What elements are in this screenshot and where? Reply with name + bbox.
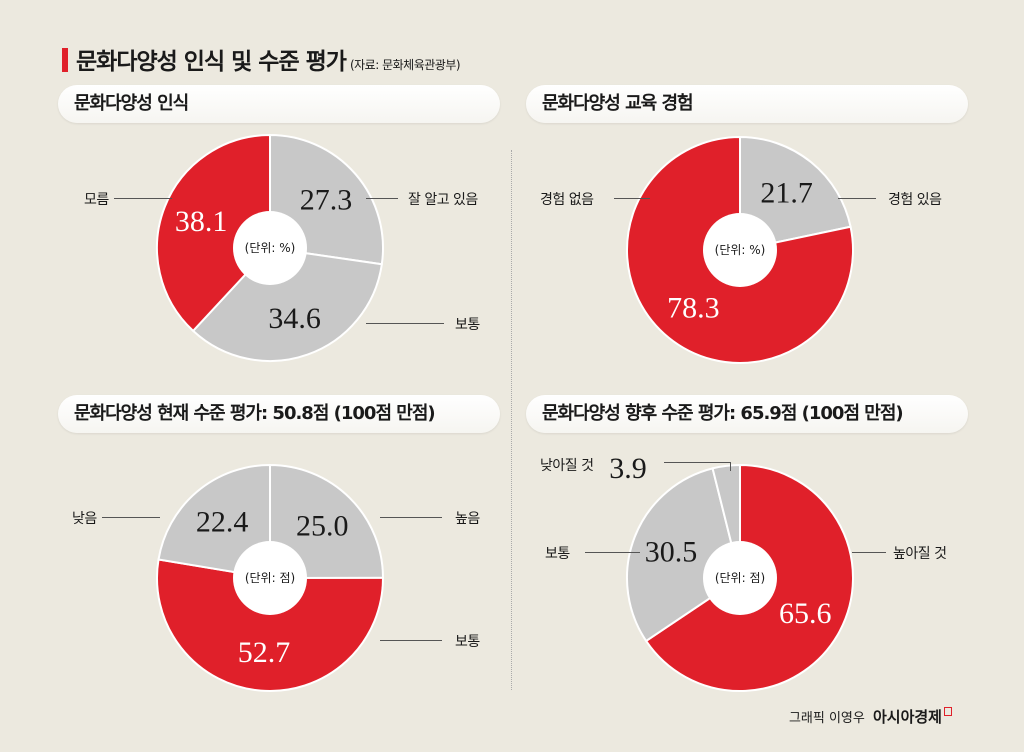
donut-slice xyxy=(156,558,385,692)
panel-divider xyxy=(511,150,512,690)
category-label: 높음 xyxy=(455,511,480,527)
page-title: 문화다양성 인식 및 수준 평가 (자료: 문화체육관광부) xyxy=(62,42,461,76)
unit-label: (단위: %) xyxy=(715,243,766,257)
value-label: 78.3 xyxy=(667,291,720,324)
value-label: 25.0 xyxy=(296,510,349,543)
credit: 그래픽 이영우 아시아경제 xyxy=(789,706,952,727)
leader-line xyxy=(114,198,172,199)
category-label: 보통 xyxy=(455,317,480,333)
category-label: 경험 있음 xyxy=(888,192,942,208)
value-label: 30.5 xyxy=(645,535,698,568)
donut-slice xyxy=(191,246,383,362)
leader-line xyxy=(585,552,640,553)
category-label: 잘 알고 있음 xyxy=(408,192,478,208)
value-label: 34.6 xyxy=(268,302,321,335)
category-label: 보통 xyxy=(545,546,570,562)
value-label: 21.7 xyxy=(760,177,813,210)
donut-slice xyxy=(157,463,271,580)
leader-line xyxy=(380,640,442,641)
category-label: 모름 xyxy=(84,192,109,208)
category-label: 보통 xyxy=(455,634,480,650)
donut-slice xyxy=(739,135,852,252)
panel-header-awareness: 문화다양성 인식 xyxy=(58,85,500,123)
panel-header-current: 문화다양성 현재 수준 평가: 50.8점 (100점 만점) xyxy=(58,395,500,433)
value-label: 38.1 xyxy=(175,205,228,238)
donut-slice xyxy=(626,467,742,643)
leader-line xyxy=(380,517,442,518)
value-label: 65.6 xyxy=(779,597,832,630)
leader-line xyxy=(102,517,160,518)
category-label: 낮음 xyxy=(72,511,97,527)
value-label: 27.3 xyxy=(300,184,353,217)
brand-mark-icon xyxy=(944,707,952,716)
leader-line xyxy=(838,198,876,199)
leader-line xyxy=(730,462,731,471)
leader-line xyxy=(852,552,886,553)
value-label: 22.4 xyxy=(196,506,249,539)
value-label: 3.9 xyxy=(609,452,647,485)
unit-label: (단위: %) xyxy=(245,241,296,255)
donut-hole xyxy=(233,211,307,285)
donut-hole xyxy=(703,213,777,287)
donut-hole xyxy=(233,541,307,615)
title-text: 문화다양성 인식 및 수준 평가 xyxy=(76,49,347,75)
title-accent-bar xyxy=(62,48,68,72)
panel-header-future: 문화다양성 향후 수준 평가: 65.9점 (100점 만점) xyxy=(526,395,968,433)
value-label: 52.7 xyxy=(238,636,291,669)
leader-line xyxy=(614,198,650,199)
brand-logo: 아시아경제 xyxy=(872,708,942,726)
donut-slice xyxy=(156,133,271,333)
category-label: 경험 없음 xyxy=(540,192,594,208)
leader-line xyxy=(366,323,444,324)
source-note: (자료: 문화체육관광부) xyxy=(349,58,461,72)
donut-slice xyxy=(269,463,385,580)
unit-label: (단위: 점) xyxy=(245,571,295,585)
category-label: 낮아질 것 xyxy=(540,458,594,474)
leader-line xyxy=(664,462,730,463)
donut-hole xyxy=(703,541,777,615)
leader-line xyxy=(366,198,398,199)
unit-label: (단위: 점) xyxy=(715,571,765,585)
panel-header-education: 문화다양성 교육 경험 xyxy=(526,85,968,123)
category-label: 높아질 것 xyxy=(893,546,947,562)
credit-author: 그래픽 이영우 xyxy=(788,711,865,726)
